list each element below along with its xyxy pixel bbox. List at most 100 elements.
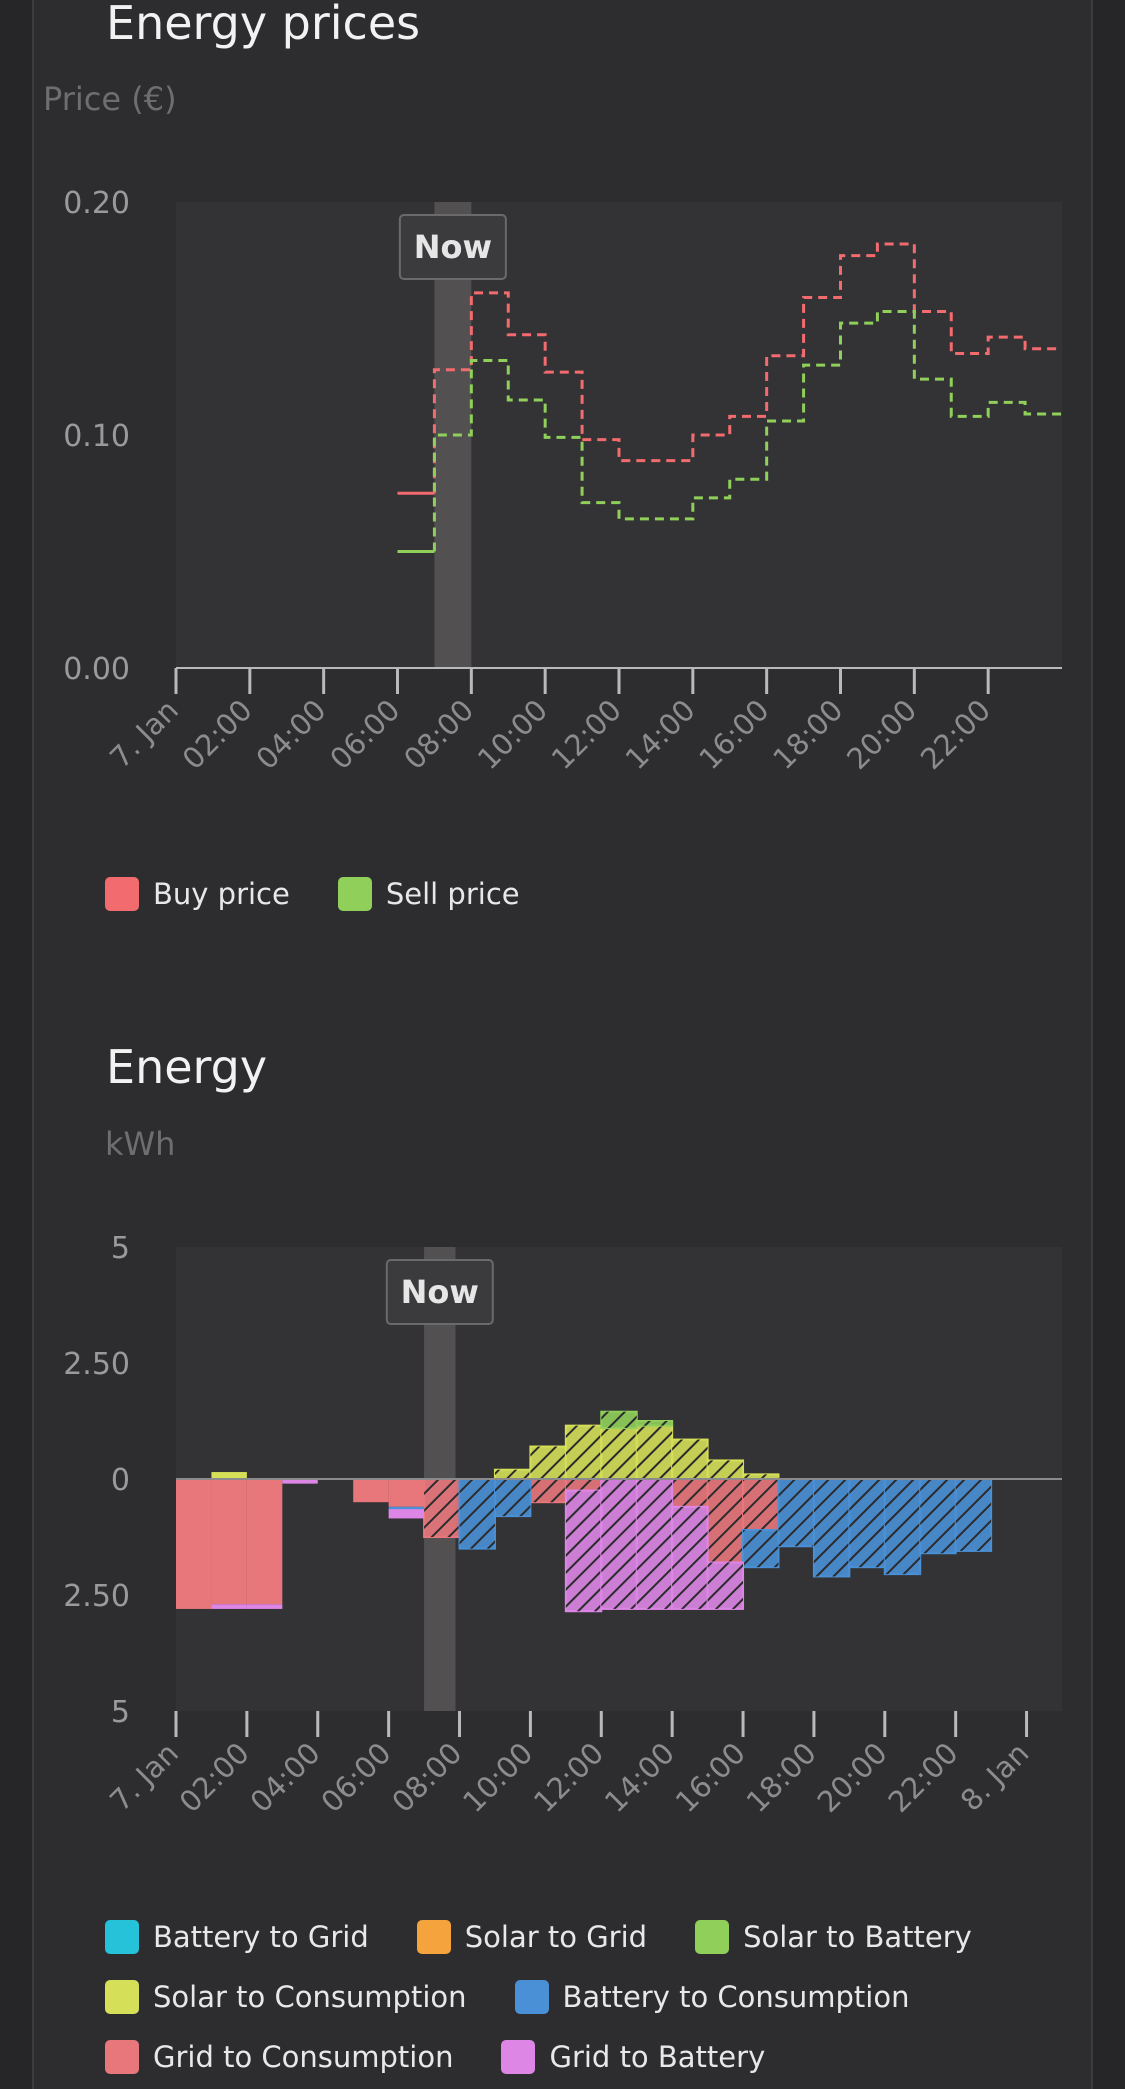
solar-to-grid-swatch (416, 1920, 451, 1954)
left-rail (0, 0, 34, 2089)
legend-item-solar-to-battery[interactable]: Solar to Battery (695, 1920, 972, 1954)
energy-x-tick-label: 14:00 (598, 1736, 681, 1819)
price-x-tick-label: 08:00 (397, 693, 480, 776)
energy-bar-hatch (707, 1562, 744, 1609)
energy-bar-hatch (672, 1506, 708, 1609)
energy-y-tick-label: 5 (111, 1231, 130, 1266)
energy-x-tick-label: 20:00 (811, 1736, 894, 1819)
energy-bar-hatch (459, 1479, 495, 1549)
energy-unit-label: kWh (105, 1125, 176, 1163)
sell-price-swatch (337, 877, 372, 911)
prices-unit-label: Price (€) (43, 80, 177, 118)
energy-bar-hatch (601, 1427, 637, 1479)
price-now-label: Now (414, 228, 492, 266)
legend-label-grid-to-battery: Grid to Battery (549, 2040, 766, 2074)
energy-bar-hatch (672, 1479, 708, 1507)
energy-bar-hatch (565, 1479, 602, 1491)
price-legend: Buy price Sell price (105, 864, 568, 924)
legend-item-grid-to-consumption[interactable]: Grid to Consumption (105, 2040, 453, 2074)
price-y-tick-label: 0.00 (63, 652, 130, 687)
right-rail (1091, 0, 1125, 2089)
energy-bar-hatch (813, 1479, 850, 1577)
battery-to-consumption-swatch (514, 1980, 549, 2014)
energy-bar-hatch (884, 1479, 921, 1575)
energy-bar (246, 1604, 283, 1609)
energy-bar-hatch (530, 1479, 566, 1503)
legend-label-battery-to-consumption: Battery to Consumption (562, 1980, 910, 2014)
price-y-tick-label: 0.20 (63, 186, 130, 221)
energy-bar (246, 1479, 283, 1605)
energy-bar-hatch (955, 1479, 992, 1551)
price-x-tick-label: 12:00 (545, 693, 628, 776)
legend-label-solar-to-grid: Solar to Grid (464, 1920, 648, 1954)
energy-y-tick-label: 2.50 (63, 1347, 130, 1382)
grid-to-battery-swatch (501, 2040, 536, 2074)
energy-bar-hatch (494, 1479, 531, 1517)
solar-to-battery-swatch (695, 1920, 730, 1954)
energy-bar-hatch (565, 1425, 602, 1479)
energy-bar (388, 1509, 425, 1519)
energy-bar-hatch (672, 1439, 708, 1479)
energy-bar-hatch (707, 1460, 744, 1479)
energy-bar-hatch (530, 1446, 566, 1479)
energy-bar-hatch (778, 1479, 814, 1547)
energy-bar-hatch (636, 1421, 673, 1426)
legend-item-sell-price[interactable]: Sell price (337, 877, 520, 911)
price-y-tick-label: 0.10 (63, 419, 130, 454)
energy-bar (211, 1472, 247, 1479)
legend-label-solar-to-consumption: Solar to Consumption (153, 1980, 467, 2014)
energy-now-marker (385, 1259, 494, 1325)
price-x-tick-label: 20:00 (840, 693, 923, 776)
price-x-tick-label: 16:00 (692, 693, 775, 776)
energy-x-tick-label: 22:00 (881, 1736, 964, 1819)
legend-label-sell-price: Sell price (385, 877, 520, 911)
energy-bar (211, 1479, 247, 1605)
legend-item-buy-price[interactable]: Buy price (105, 877, 290, 911)
energy-x-tick-label: 04:00 (244, 1736, 327, 1819)
price-x-tick-label: 18:00 (766, 693, 849, 776)
price-x-tick-label: 10:00 (471, 693, 554, 776)
energy-x-tick-label: 16:00 (669, 1736, 752, 1819)
price-plot-area (176, 202, 1062, 668)
legend-label-solar-to-battery: Solar to Battery (743, 1920, 972, 1954)
energy-y-tick-label: 2.50 (63, 1579, 130, 1614)
energy-x-tick-label: 08:00 (385, 1736, 468, 1819)
energy-y-tick-label: 5 (111, 1695, 130, 1730)
legend-item-solar-to-grid[interactable]: Solar to Grid (416, 1920, 648, 1954)
energy-x-tick-label: 02:00 (173, 1736, 256, 1819)
energy-bar-hatch (636, 1479, 673, 1609)
price-x-tick-label: 02:00 (176, 693, 259, 776)
energy-bar-hatch (849, 1479, 885, 1568)
price-chart: 0.20 0.10 0.00 7. Jan02:0004:0006:0008:0010… (63, 186, 1062, 776)
legend-label-battery-to-grid: Battery to Grid (153, 1920, 369, 1954)
buy-price-swatch (105, 877, 139, 911)
energy-now-label: Now (401, 1273, 479, 1311)
legend-item-solar-to-consumption[interactable]: Solar to Consumption (105, 1980, 467, 2014)
energy-x-tick-label: 10:00 (456, 1736, 539, 1819)
energy-bar-hatch (601, 1479, 637, 1609)
energy-bar-hatch (743, 1474, 779, 1479)
energy-chart: 5 2.50 0 2.50 5 7. Jan02:0004:0006:0008:0010:… (63, 1231, 1062, 1819)
legend-item-grid-to-battery[interactable]: Grid to Battery (501, 2040, 765, 2074)
energy-bar-hatch (565, 1490, 602, 1612)
legend-label-buy-price: Buy price (153, 877, 290, 911)
prices-title: Energy prices (106, 0, 421, 50)
legend-item-battery-to-grid[interactable]: Battery to Grid (105, 1920, 369, 1954)
energy-bar-hatch (707, 1479, 744, 1563)
price-x-tick-label: 06:00 (323, 693, 406, 776)
energy-bar (176, 1479, 212, 1609)
energy-bar (282, 1479, 318, 1484)
energy-bar (211, 1604, 247, 1609)
energy-x-tick-label: 7. Jan (103, 1736, 185, 1818)
legend-item-battery-to-consumption[interactable]: Battery to Consumption (514, 1980, 910, 2014)
energy-bar-hatch (601, 1411, 637, 1428)
energy-legend: Battery to Grid Solar to Grid Solar to B… (105, 1907, 1020, 2087)
energy-bar (388, 1506, 425, 1510)
energy-x-tick-label: 18:00 (740, 1736, 823, 1819)
price-x-tick-label: 14:00 (619, 693, 702, 776)
price-x-tick-label: 7. Jan (103, 693, 185, 775)
grid-to-consumption-swatch (105, 2040, 139, 2074)
energy-bar-hatch (743, 1479, 779, 1531)
legend-label-grid-to-consumption: Grid to Consumption (153, 2040, 454, 2074)
energy-bar-hatch (636, 1425, 673, 1479)
